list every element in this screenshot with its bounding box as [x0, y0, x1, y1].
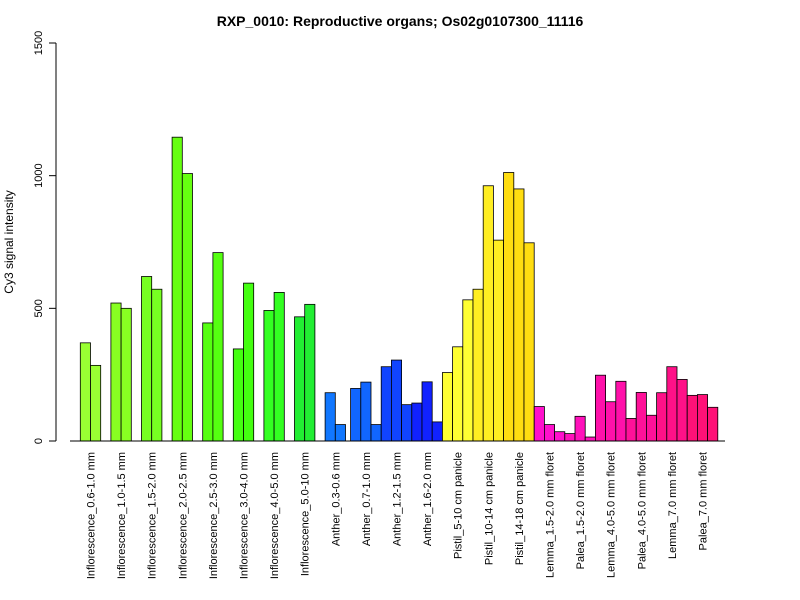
x-tick-label: Inflorescence_4.0-5.0 mm — [269, 452, 281, 579]
x-tick-label: Palea_7.0 mm floret — [698, 452, 710, 550]
bar — [350, 388, 362, 442]
bar — [656, 392, 668, 442]
bar — [574, 415, 586, 442]
bar — [360, 381, 372, 442]
x-tick-label: Inflorescence_1.5-2.0 mm — [147, 452, 159, 579]
bar — [380, 366, 392, 442]
bar — [584, 436, 596, 442]
bar — [212, 252, 224, 442]
x-tick-label: Anther_1.2-1.5 mm — [392, 452, 404, 546]
x-tick-label: Inflorescence_2.5-3.0 mm — [208, 452, 220, 579]
x-tick-label: Palea_1.5-2.0 mm floret — [575, 452, 587, 569]
bar — [472, 288, 484, 442]
bar — [615, 380, 627, 442]
bar — [625, 418, 637, 442]
bar — [273, 292, 285, 442]
bar — [503, 172, 515, 442]
bar — [605, 401, 617, 442]
bar — [452, 346, 464, 442]
y-axis: 0 500 1000 1500 — [33, 31, 57, 444]
x-tick-label: Anther_1.6-2.0 mm — [422, 452, 434, 546]
bar — [635, 392, 647, 442]
x-tick-label: Palea_4.0-5.0 mm floret — [636, 452, 648, 569]
bar — [370, 424, 382, 442]
bar — [304, 303, 316, 442]
x-tick-label: Inflorescence_0.6-1.0 mm — [86, 452, 98, 579]
bar — [533, 406, 545, 442]
x-tick-label: Inflorescence_1.0-1.5 mm — [116, 452, 128, 579]
bar — [554, 431, 566, 442]
bar — [243, 282, 255, 442]
bar — [401, 404, 413, 442]
bar — [431, 421, 443, 442]
bar — [482, 185, 494, 442]
bar — [707, 406, 719, 442]
x-tick-label: Lemma_4.0-5.0 mm floret — [606, 452, 618, 578]
chart-title: RXP_0010: Reproductive organs; Os02g0107… — [217, 13, 584, 29]
bar — [666, 366, 678, 442]
bar — [390, 359, 402, 442]
bar — [564, 433, 576, 442]
bar — [232, 348, 244, 442]
x-tick-label: Pistil_5-10 cm panicle — [453, 452, 465, 559]
bar — [202, 322, 214, 442]
x-tick-labels: Inflorescence_0.6-1.0 mm Inflorescence_1.… — [86, 452, 710, 579]
bars — [79, 136, 719, 442]
bar — [513, 188, 525, 442]
bar — [492, 239, 504, 442]
bar — [181, 173, 193, 442]
x-tick-label: Inflorescence_5.0-10 mm — [300, 452, 312, 576]
bar — [462, 299, 474, 442]
bar — [646, 414, 658, 442]
bar — [544, 424, 556, 442]
y-tick-label: 0 — [33, 438, 45, 444]
bar — [441, 372, 453, 442]
x-tick-label: Pistil_14-18 cm panicle — [514, 452, 526, 565]
x-tick-label: Inflorescence_2.0-2.5 mm — [177, 452, 189, 579]
bar — [263, 310, 275, 442]
y-tick-label: 1000 — [33, 163, 45, 187]
y-axis-label: Cy3 signal intensity — [2, 190, 16, 293]
bar — [141, 276, 153, 442]
bar — [120, 307, 132, 442]
y-tick-label: 1500 — [33, 31, 45, 55]
x-tick-label: Inflorescence_3.0-4.0 mm — [239, 452, 251, 579]
bar — [151, 288, 163, 442]
bar — [334, 424, 346, 442]
bar — [171, 136, 183, 442]
bar — [324, 392, 336, 442]
bar — [686, 394, 698, 442]
bar — [595, 374, 607, 442]
bar — [90, 364, 102, 442]
bar — [411, 402, 423, 442]
x-tick-label: Anther_0.3-0.6 mm — [330, 452, 342, 546]
x-tick-label: Lemma_1.5-2.0 mm floret — [545, 452, 557, 578]
y-tick-label: 500 — [33, 299, 45, 317]
bar — [697, 394, 709, 442]
x-tick-label: Pistil_10-14 cm panicle — [483, 452, 495, 565]
bar — [523, 242, 535, 442]
x-tick-label: Lemma_7.0 mm floret — [667, 452, 679, 559]
bar — [110, 302, 122, 442]
x-tick-label: Anther_0.7-1.0 mm — [361, 452, 373, 546]
bar — [676, 379, 688, 442]
bar — [79, 342, 91, 442]
bar — [421, 381, 433, 442]
bar — [294, 316, 306, 442]
